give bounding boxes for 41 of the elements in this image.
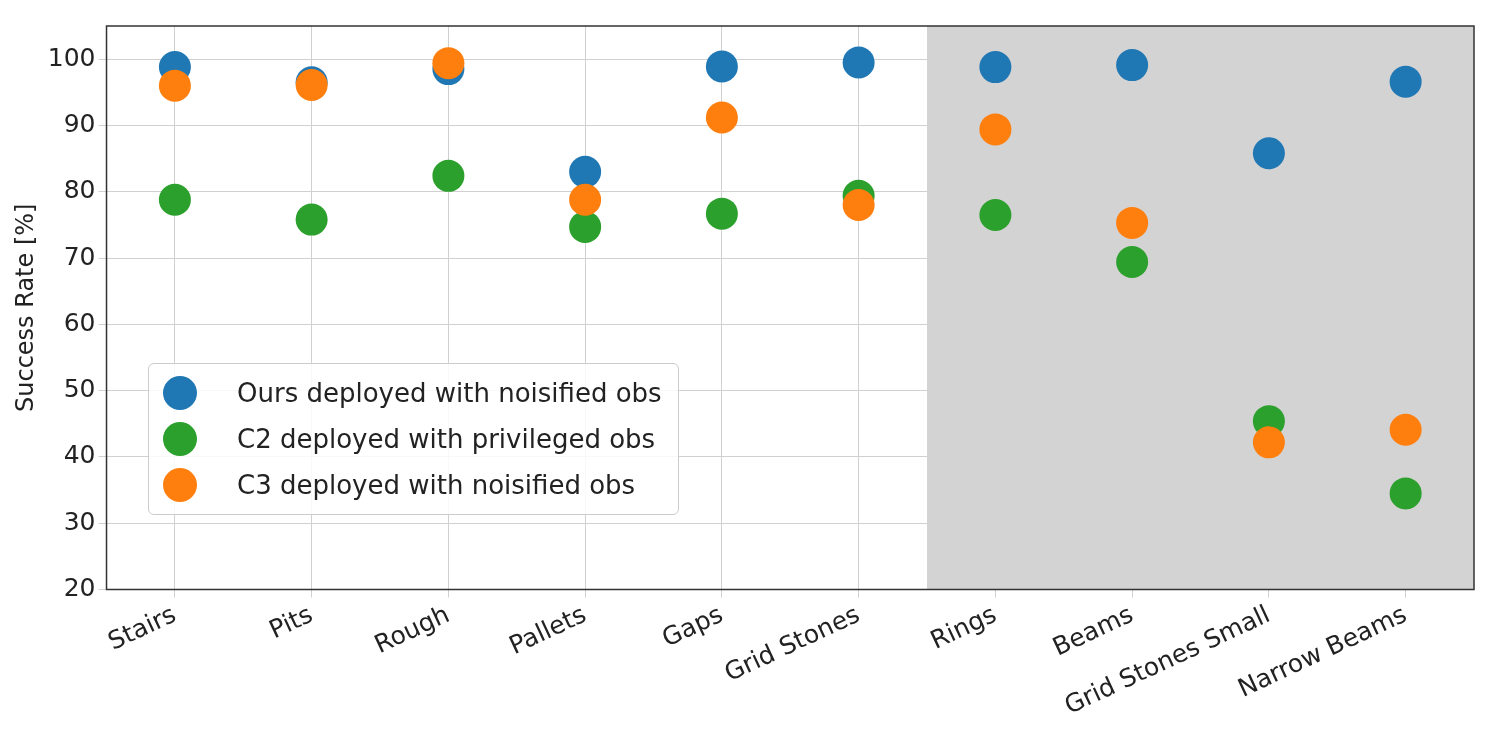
x-tick-label: Gaps xyxy=(657,599,728,653)
point xyxy=(705,101,738,134)
y-tick-label: 100 xyxy=(47,42,96,72)
legend-label: C2 deployed with privileged obs xyxy=(237,424,656,454)
point xyxy=(569,155,602,188)
point xyxy=(979,51,1012,84)
legend-label: C3 deployed with noisified obs xyxy=(237,470,636,500)
x-tick-label: Stairs xyxy=(103,599,181,656)
y-tick-label: 50 xyxy=(63,374,96,404)
point xyxy=(1116,49,1149,82)
point xyxy=(842,46,875,79)
point xyxy=(1389,413,1422,446)
y-tick-label: 70 xyxy=(63,241,96,271)
point xyxy=(842,189,875,222)
point xyxy=(1252,426,1285,459)
point xyxy=(1389,65,1422,98)
point xyxy=(432,159,465,192)
point xyxy=(979,198,1012,231)
y-tick-label: 20 xyxy=(63,573,96,603)
x-tick-label: Pits xyxy=(264,599,317,645)
y-tick-label: 40 xyxy=(63,440,96,470)
y-tick-label: 90 xyxy=(63,108,96,138)
x-tick-label: Rings xyxy=(925,599,1001,655)
point xyxy=(705,50,738,83)
y-tick-label: 80 xyxy=(63,175,96,205)
point xyxy=(1252,137,1285,170)
point xyxy=(158,69,191,102)
point xyxy=(569,210,602,243)
y-tick-label: 60 xyxy=(63,307,96,337)
point xyxy=(1116,246,1149,279)
legend-label: Ours deployed with noisified obs xyxy=(237,378,662,408)
point xyxy=(705,197,738,230)
point xyxy=(1389,477,1422,510)
point xyxy=(295,203,328,236)
y-axis-title: Success Rate [%] xyxy=(10,203,39,412)
y-tick-label: 30 xyxy=(63,506,96,536)
point xyxy=(1116,206,1149,239)
point xyxy=(979,113,1012,146)
point xyxy=(158,183,191,216)
point xyxy=(432,47,465,80)
point xyxy=(569,183,602,216)
